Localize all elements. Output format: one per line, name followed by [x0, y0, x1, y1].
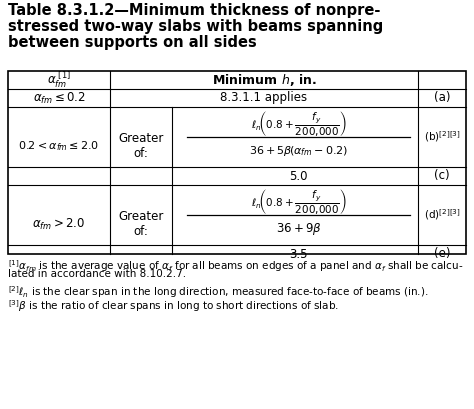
Text: $0.2 < \alpha_{fm} \leq 2.0$: $0.2 < \alpha_{fm} \leq 2.0$ [18, 139, 100, 153]
Text: (c): (c) [434, 169, 450, 182]
Bar [8, 71, 466, 254]
Text: $36+9\beta$: $36+9\beta$ [275, 221, 321, 237]
Text: stressed two-way slabs with beams spanning: stressed two-way slabs with beams spanni… [8, 19, 383, 34]
Text: 3.5: 3.5 [289, 247, 308, 261]
Text: $^{[1]}\alpha_{fm}$ is the average value of $\alpha_f$ for all beams on edges of: $^{[1]}\alpha_{fm}$ is the average value… [8, 258, 463, 274]
Text: $^{[2]}\ell_n$ is the clear span in the long direction, measured face-to-face of: $^{[2]}\ell_n$ is the clear span in the … [8, 284, 428, 300]
Text: lated in accordance with 8.10.2.7.: lated in accordance with 8.10.2.7. [8, 269, 186, 279]
Text: between supports on all sides: between supports on all sides [8, 35, 257, 50]
Text: $\alpha_{fm} \leq 0.2$: $\alpha_{fm} \leq 0.2$ [33, 90, 85, 106]
Text: Greater
of:: Greater of: [118, 210, 164, 238]
Text: $\alpha_{fm} > 2.0$: $\alpha_{fm} > 2.0$ [32, 216, 86, 231]
Text: 5.0: 5.0 [289, 169, 308, 182]
Text: $\ell_n\!\left(0.8+\dfrac{f_y}{200{,}000}\right)$: $\ell_n\!\left(0.8+\dfrac{f_y}{200{,}000… [251, 187, 346, 216]
Text: (e): (e) [434, 247, 450, 261]
Text: 8.3.1.1 applies: 8.3.1.1 applies [220, 92, 308, 105]
Text: Minimum $\mathit{h}$, in.: Minimum $\mathit{h}$, in. [211, 72, 317, 88]
Text: $\ell_n\!\left(0.8+\dfrac{f_y}{200{,}000}\right)$: $\ell_n\!\left(0.8+\dfrac{f_y}{200{,}000… [251, 110, 346, 139]
Text: (d)$^{[2][3]}$: (d)$^{[2][3]}$ [424, 208, 460, 222]
Text: $36+5\beta\!\left(\alpha_{fm}-0.2\right)$: $36+5\beta\!\left(\alpha_{fm}-0.2\right)… [249, 144, 348, 158]
Text: (a): (a) [434, 92, 450, 105]
Text: (b)$^{[2][3]}$: (b)$^{[2][3]}$ [424, 130, 460, 144]
Text: $\alpha_{fm}^{\ [1]}$: $\alpha_{fm}^{\ [1]}$ [47, 70, 71, 90]
Text: Greater
of:: Greater of: [118, 132, 164, 160]
Text: Table 8.3.1.2—Minimum thickness of nonpre-: Table 8.3.1.2—Minimum thickness of nonpr… [8, 3, 380, 18]
Text: $^{[3]}\beta$ is the ratio of clear spans in long to short directions of slab.: $^{[3]}\beta$ is the ratio of clear span… [8, 298, 339, 314]
